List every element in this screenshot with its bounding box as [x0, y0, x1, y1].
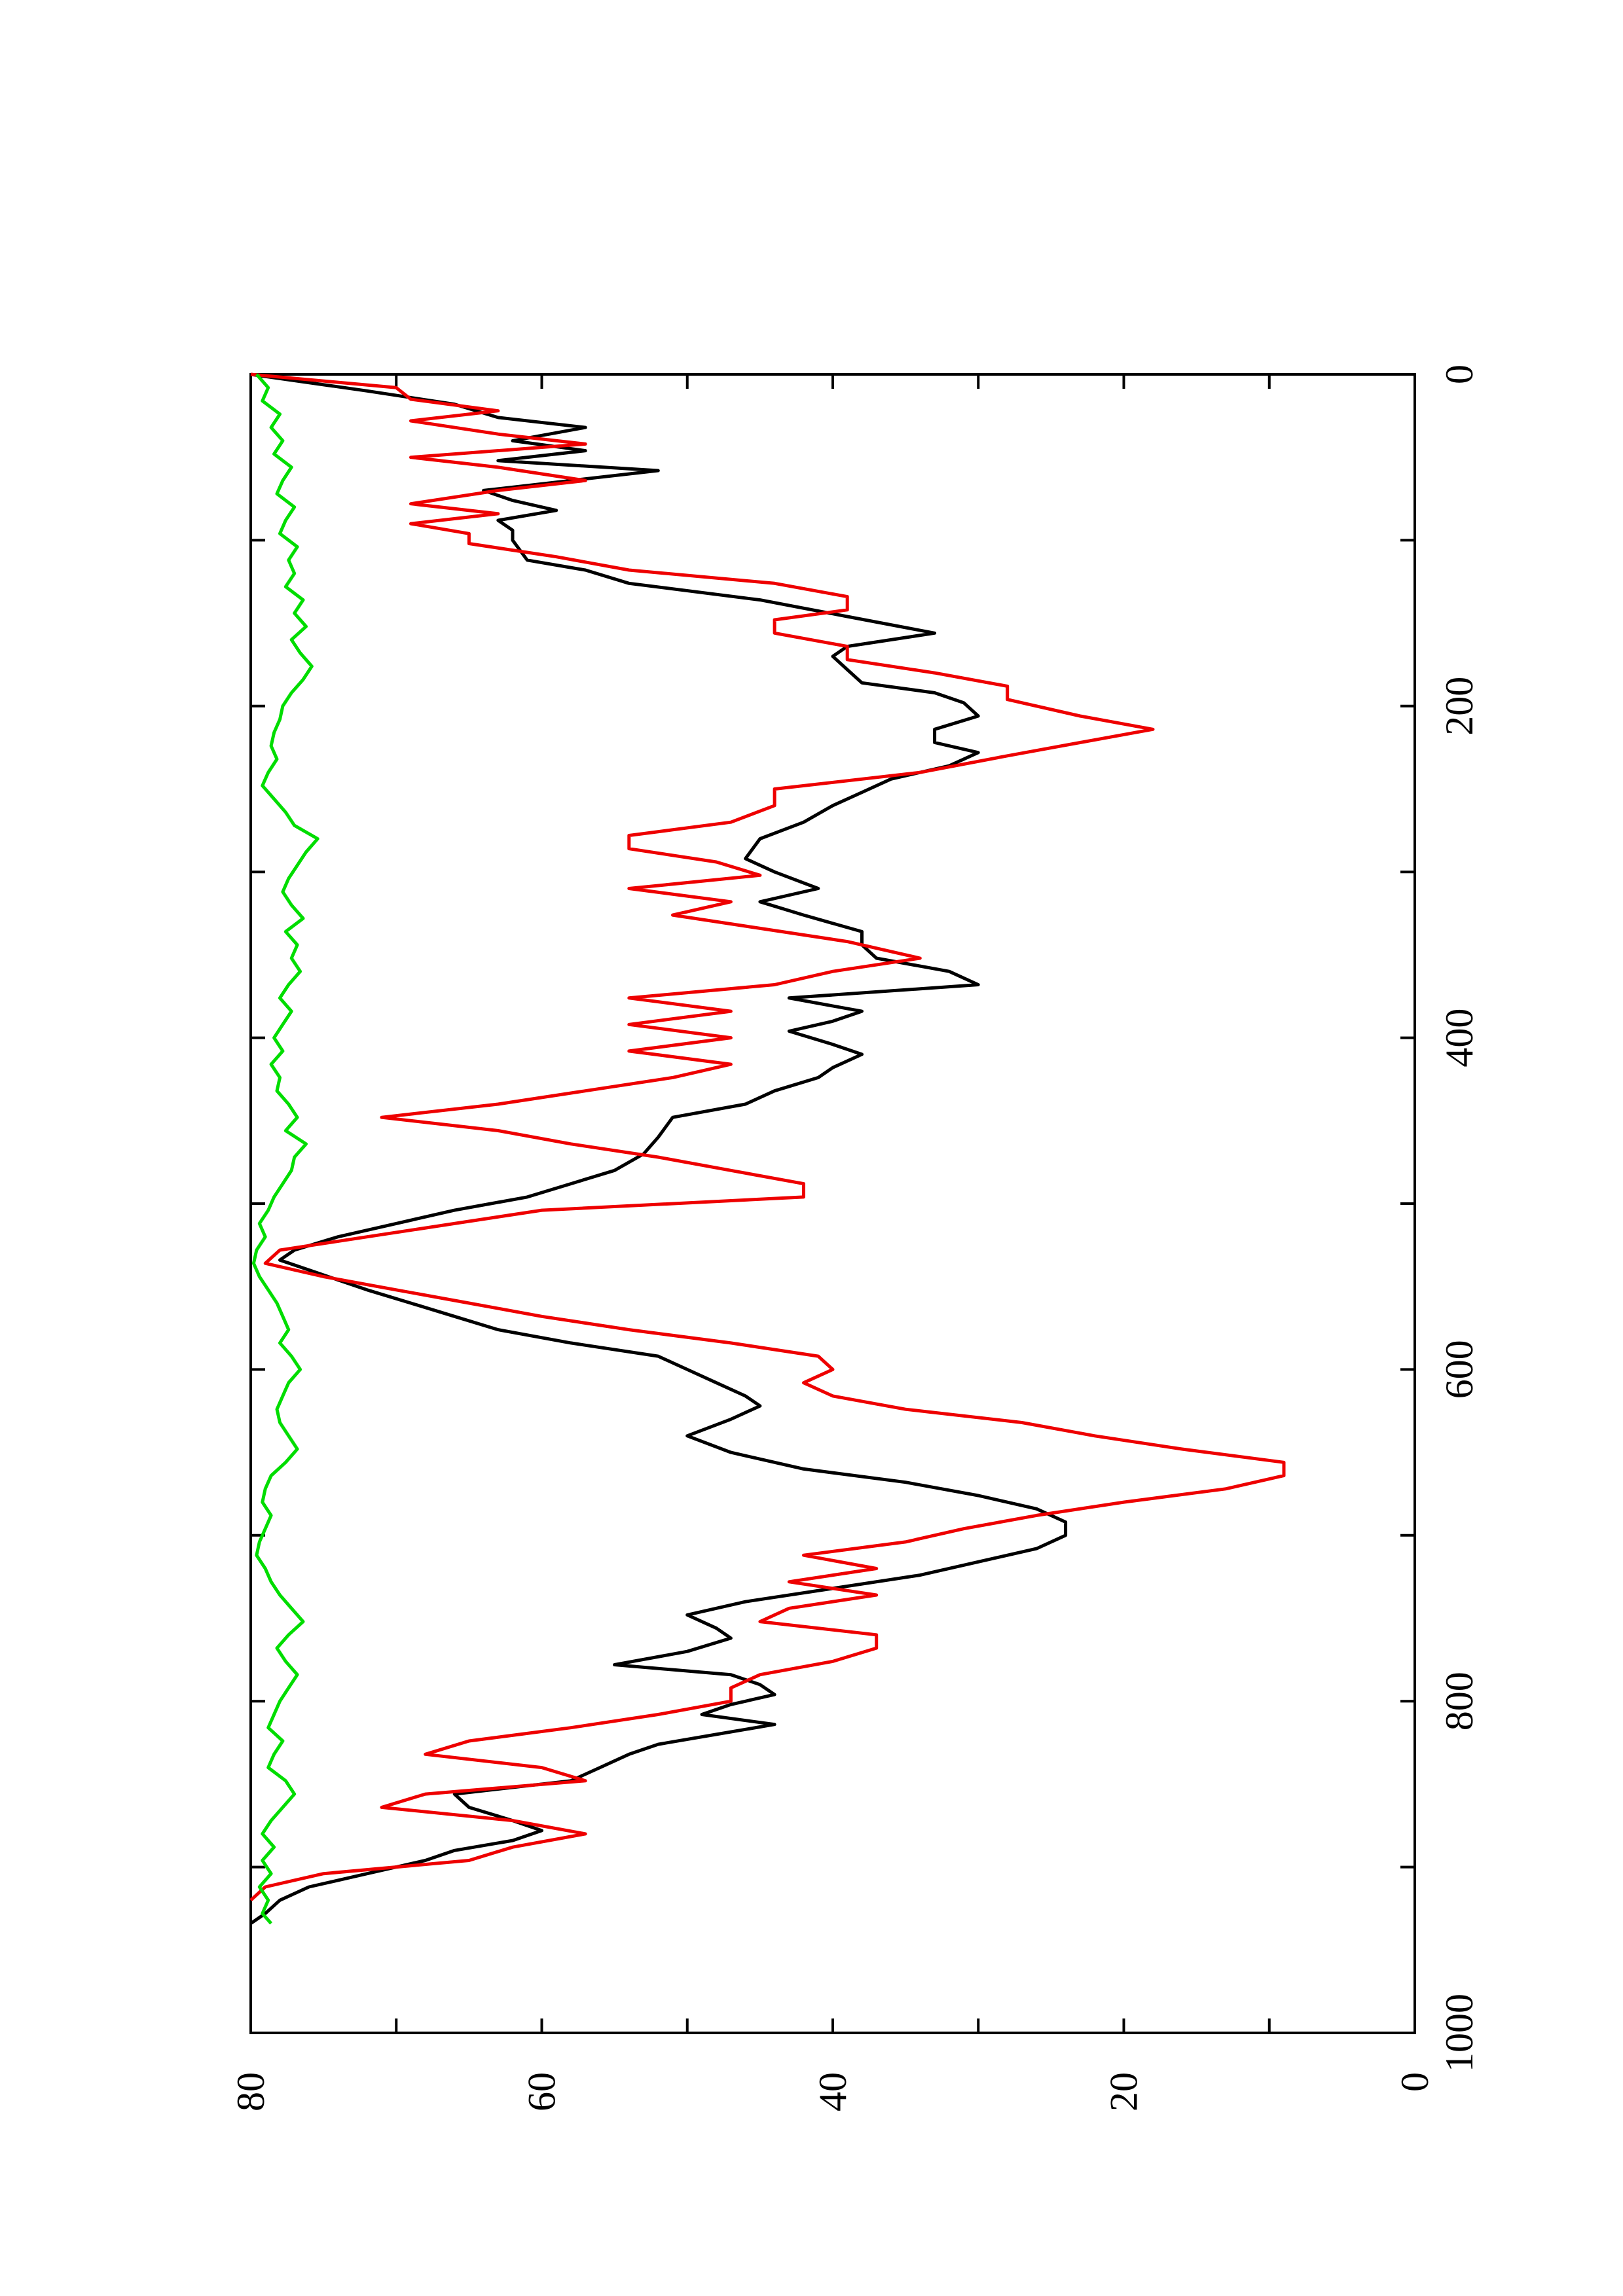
x-tick-label: 1000 [1438, 1994, 1481, 2072]
axis-ticks [249, 373, 1416, 2034]
x-tick-label: 200 [1438, 677, 1481, 736]
y-tick-label: 40 [811, 2072, 854, 2111]
y-tick-label: 0 [1393, 2072, 1436, 2092]
plot-frame [249, 373, 1416, 2034]
y-tick-label: 80 [229, 2072, 272, 2111]
y-tick-label: 20 [1103, 2072, 1146, 2111]
series-line-3 [251, 373, 319, 1925]
series-line-1 [249, 372, 1068, 1925]
series-line-2 [249, 372, 1286, 1902]
x-tick-label: 600 [1438, 1340, 1481, 1399]
x-tick-label: 0 [1438, 365, 1481, 384]
series-layer [249, 372, 1286, 1925]
x-tick-label: 400 [1438, 1009, 1481, 1067]
plot-area [249, 372, 1416, 2034]
x-tick-label: 800 [1438, 1672, 1481, 1731]
y-tick-label: 60 [520, 2072, 564, 2111]
